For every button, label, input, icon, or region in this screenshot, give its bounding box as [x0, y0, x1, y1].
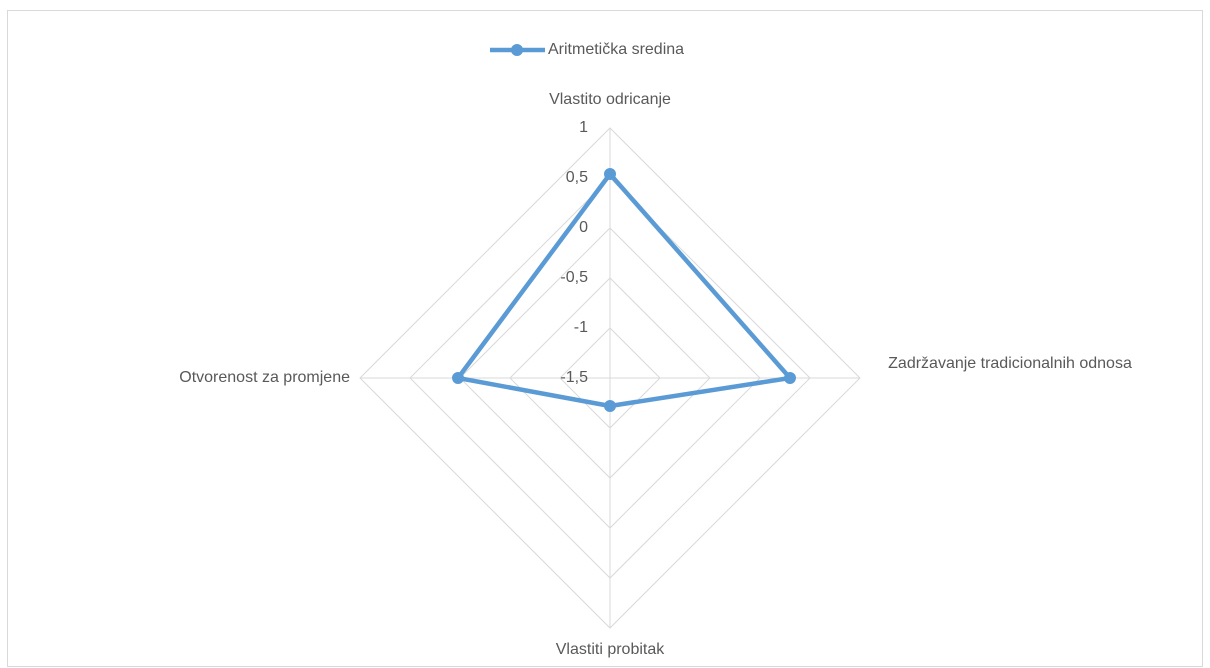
y-tick-label: 0: [579, 219, 588, 236]
series-marker: [452, 372, 464, 384]
chart-frame: [7, 10, 1203, 667]
legend-label: Aritmetička sredina: [548, 41, 684, 58]
category-label: Vlastito odricanje: [549, 91, 671, 108]
y-tick-label: -1,5: [560, 369, 588, 386]
y-tick-label: 0,5: [566, 169, 588, 186]
series-marker: [784, 372, 796, 384]
y-tick-label: 1: [579, 119, 588, 136]
y-tick-label: -0,5: [560, 269, 588, 286]
category-label: Vlastiti probitak: [555, 641, 665, 658]
series-marker: [604, 168, 616, 180]
legend-marker: [511, 44, 523, 56]
category-label: Zadržavanje tradicionalnih odnosa: [888, 355, 1132, 372]
y-tick-label: -1: [574, 319, 588, 336]
series-marker: [604, 400, 616, 412]
category-label: Otvorenost za promjene: [179, 369, 350, 386]
